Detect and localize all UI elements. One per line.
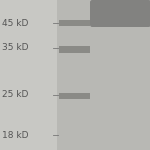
Text: 18 kD: 18 kD	[2, 130, 28, 140]
Text: 35 kD: 35 kD	[2, 44, 28, 52]
Text: 25 kD: 25 kD	[2, 90, 28, 99]
Bar	[58, 20, 90, 26]
FancyBboxPatch shape	[90, 0, 150, 27]
Bar	[58, 93, 90, 99]
Bar	[57, 0, 150, 150]
Bar	[58, 46, 90, 52]
Text: 45 kD: 45 kD	[2, 19, 28, 28]
